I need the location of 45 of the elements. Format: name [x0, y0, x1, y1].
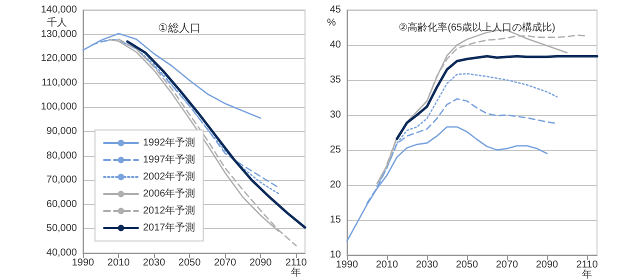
y-tick-label: 80,000 — [46, 150, 78, 162]
x-tick-label: 2070 — [496, 260, 519, 270]
y-axis-title: % — [327, 18, 336, 28]
x-tick-label: 2090 — [249, 258, 272, 268]
text: ②高齢化率(65歳以上人口の構成比) — [398, 22, 556, 34]
y-tick-label: 60,000 — [46, 198, 78, 210]
legend-label: 2017年予測 — [143, 222, 196, 234]
legend-label: 2012年予測 — [143, 204, 196, 216]
x-tick-label: 2090 — [536, 260, 559, 270]
y-tick-label: 25 — [330, 144, 342, 156]
x-tick-label: 2030 — [142, 258, 166, 268]
x-tick-label: 2030 — [416, 260, 439, 270]
text: ①総人口 — [158, 22, 201, 34]
y-tick-label: 40 — [330, 40, 342, 50]
y-tick-label: 140,000 — [40, 4, 78, 16]
x-tick-label: 2050 — [178, 258, 202, 268]
y-tick-label: 45 — [330, 4, 342, 16]
x-tick-label: 2050 — [456, 260, 479, 270]
legend-label: 1997年予測 — [143, 154, 196, 166]
y-tick-label: 50,000 — [46, 223, 78, 234]
y-tick-label: 120,000 — [40, 53, 78, 64]
y-tick-label: 20 — [330, 180, 342, 190]
x-axis-title: 年 — [582, 268, 592, 279]
y-tick-label: 100,000 — [40, 102, 78, 113]
legend-label: 2002年予測 — [143, 170, 196, 182]
y-tick-label: 130,000 — [40, 28, 78, 40]
x-tick-label: 2070 — [214, 258, 237, 268]
y-tick-label: 110,000 — [42, 77, 78, 88]
x-axis-title: 年 — [291, 266, 302, 278]
y-tick-label: 90,000 — [46, 126, 78, 137]
x-tick-label: 2010 — [107, 258, 130, 268]
y-tick-label: 30 — [330, 110, 342, 120]
x-tick-label: 2110 — [576, 260, 598, 270]
y-tick-label: 40,000 — [46, 248, 78, 258]
x-tick-label: 2110 — [285, 258, 308, 268]
x-tick-label: 2010 — [376, 260, 399, 270]
y-tick-label: 70,000 — [46, 174, 78, 186]
x-tick-label: 1990 — [72, 258, 95, 268]
x-tick-label: 1990 — [336, 260, 359, 270]
y-tick-label: 35 — [330, 74, 342, 86]
legend-label: 1992年予測 — [143, 136, 196, 148]
legend-label: 2006年予測 — [143, 188, 196, 200]
y-tick-label: 10 — [330, 250, 342, 260]
y-axis-title: 千人 — [47, 16, 67, 28]
y-tick-label: 15 — [330, 214, 342, 226]
